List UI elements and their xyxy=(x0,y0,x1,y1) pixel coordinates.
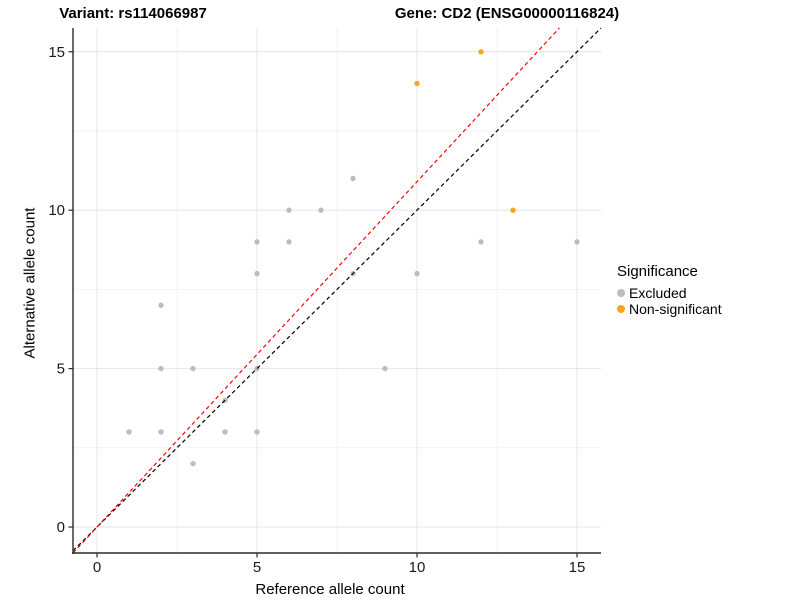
y-axis-title: Alternative allele count xyxy=(21,207,39,359)
scatter-point-excluded xyxy=(286,207,292,213)
excluded-dot-icon xyxy=(617,289,625,297)
x-tick-label: 0 xyxy=(93,559,101,576)
scatter-point-excluded xyxy=(414,270,420,277)
scatter-point-excluded xyxy=(190,365,196,372)
scatter-point-excluded xyxy=(158,365,164,372)
plot-title-variant: Variant: rs114066987 xyxy=(59,5,207,22)
scatter-point-excluded xyxy=(158,302,164,308)
x-axis-title: Reference allele count xyxy=(255,581,405,598)
legend-entry-non-significant: Non-significant xyxy=(617,301,722,317)
scatter-point-excluded xyxy=(574,239,580,245)
scatter-point-non-significant xyxy=(510,207,516,213)
scatter-point-excluded xyxy=(350,175,356,182)
scatter-point-non-significant xyxy=(478,49,484,55)
legend-title: Significance xyxy=(617,263,698,280)
x-tick-label: 15 xyxy=(569,559,586,576)
scatter-point-excluded xyxy=(286,239,292,245)
scatter-point-excluded xyxy=(254,239,260,245)
scatter-point-excluded xyxy=(190,460,196,467)
expected-ratio-line xyxy=(72,27,560,554)
plot-title-gene: Gene: CD2 (ENSG00000116824) xyxy=(394,5,620,22)
legend: Significance Excluded Non-significant xyxy=(617,263,722,317)
non-significant-dot-icon xyxy=(617,305,625,313)
y-tick-label: 0 xyxy=(57,519,65,536)
scatter-point-excluded xyxy=(158,429,164,435)
x-tick-label: 5 xyxy=(253,559,261,576)
scatter-point-excluded xyxy=(382,365,388,372)
legend-label-non-significant: Non-significant xyxy=(629,301,722,317)
scatter-point-excluded xyxy=(318,207,324,213)
scatter-point-non-significant xyxy=(414,80,420,87)
identity-line xyxy=(72,27,602,552)
scatter-point-excluded xyxy=(222,429,228,435)
scatter-point-excluded xyxy=(126,429,132,435)
scatter-point-excluded xyxy=(254,270,260,277)
scatter-point-excluded xyxy=(254,429,260,435)
legend-entry-excluded: Excluded xyxy=(617,285,722,301)
y-tick-label: 15 xyxy=(48,44,65,61)
legend-label-excluded: Excluded xyxy=(629,285,687,301)
y-tick-label: 10 xyxy=(48,202,65,219)
scatter-point-excluded xyxy=(478,239,484,245)
x-tick-label: 10 xyxy=(409,559,426,576)
y-tick-label: 5 xyxy=(57,361,65,378)
